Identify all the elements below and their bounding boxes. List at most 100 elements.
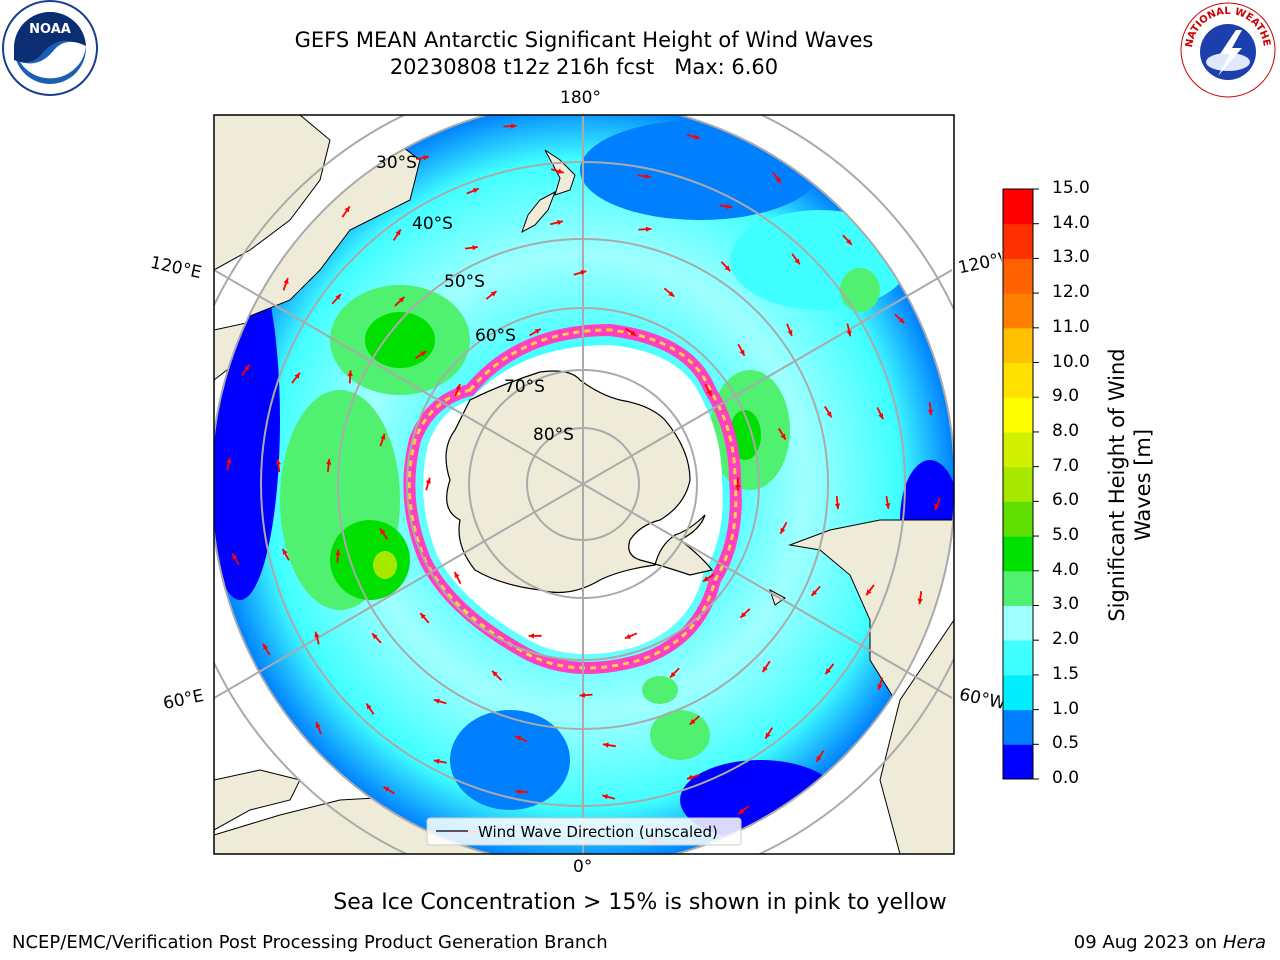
wind-wave-arrow-head bbox=[282, 548, 288, 555]
lat-label-60s: 60°S bbox=[475, 326, 516, 346]
wind-wave-arrow-head bbox=[726, 204, 733, 210]
wind-wave-arrow-head bbox=[492, 670, 498, 677]
wind-wave-arrow-head bbox=[472, 245, 478, 251]
wind-wave-arrow-head bbox=[834, 503, 841, 510]
wind-wave-arrow-head bbox=[825, 668, 831, 675]
wind-wave-arrow-head bbox=[738, 808, 745, 815]
wind-wave-arrow-head bbox=[433, 758, 440, 764]
colorbar-tick-label: 5.0 bbox=[1052, 525, 1080, 546]
colorbar-title-line2: Waves [m] bbox=[1131, 428, 1155, 542]
map-frame bbox=[213, 114, 955, 855]
new-zealand-south bbox=[521, 190, 556, 234]
wind-wave-arrow-head bbox=[580, 270, 587, 276]
lat-labels: 30°S 40°S 50°S 60°S 70°S 80°S bbox=[376, 153, 574, 445]
wind-wave-arrow-head bbox=[787, 329, 793, 336]
wind-wave-arrow-head bbox=[668, 291, 675, 297]
wind-wave-arrow-head bbox=[927, 409, 934, 416]
wind-wave-arrow-head bbox=[735, 485, 741, 491]
wind-wave-arrow-head bbox=[878, 413, 884, 420]
wind-wave-arrow-head bbox=[420, 351, 427, 357]
wind-wave-arrow-head bbox=[624, 633, 631, 639]
wind-wave-arrow-head bbox=[528, 633, 534, 639]
wind-wave-arrow-head bbox=[693, 134, 700, 140]
wind-wave-arrow-head bbox=[232, 553, 238, 560]
colorbar-swatch bbox=[1003, 709, 1033, 745]
noaa-logo-text: NOAA bbox=[29, 22, 71, 37]
wind-wave-arrow-head bbox=[515, 789, 521, 795]
wind-wave-arrow-head bbox=[885, 503, 891, 509]
wind-wave-arrow-head bbox=[395, 229, 401, 236]
colorbar-tick-label: 13.0 bbox=[1052, 247, 1090, 268]
wind-wave-arrow-head bbox=[294, 372, 300, 379]
wind-wave-arrow-head bbox=[794, 258, 800, 265]
colorbar-swatch bbox=[1003, 466, 1033, 502]
wind-wave-arrow-head bbox=[877, 684, 883, 690]
lat-label-70s: 70°S bbox=[504, 377, 545, 397]
colorbar-tick-label: 1.0 bbox=[1052, 698, 1080, 719]
colorbar-tick-label: 7.0 bbox=[1052, 455, 1080, 476]
wind-wave-arrow-head bbox=[557, 168, 564, 174]
wind-wave-arrow-head bbox=[762, 666, 768, 673]
colorbar bbox=[1002, 188, 1039, 780]
colorbar-tick-label: 3.0 bbox=[1052, 594, 1080, 615]
noaa-logo: NOAA bbox=[2, 0, 98, 96]
lon-label-0: 0° bbox=[573, 857, 593, 877]
colorbar-tick-label: 8.0 bbox=[1052, 420, 1080, 441]
colorbar-tick-label: 12.0 bbox=[1052, 282, 1090, 303]
chart-title-line1: GEFS MEAN Antarctic Significant Height o… bbox=[294, 28, 874, 52]
wind-wave-arrow-head bbox=[706, 389, 712, 396]
wind-wave-arrow-head bbox=[534, 328, 541, 334]
wind-wave-arrow-head bbox=[780, 527, 786, 534]
wind-wave-arrow-head bbox=[510, 123, 517, 129]
wind-wave-arrow-head bbox=[372, 633, 378, 640]
colorbar-tick-label: 9.0 bbox=[1052, 386, 1080, 407]
colorbar-tick-label: 0.5 bbox=[1052, 733, 1080, 754]
footer-organization: NCEP/EMC/Verification Post Processing Pr… bbox=[12, 932, 608, 953]
wind-wave-arrow-head bbox=[366, 703, 372, 710]
lat-label-30s: 30°S bbox=[376, 153, 417, 173]
wind-wave-arrow-head bbox=[314, 631, 320, 638]
wind-wave-arrow-head bbox=[335, 294, 341, 300]
wind-wave-arrow-head bbox=[433, 698, 440, 704]
wind-wave-arrow-head bbox=[739, 349, 745, 356]
graticule bbox=[214, 115, 954, 854]
colorbar-swatch bbox=[1003, 258, 1033, 294]
colorbar-swatch bbox=[1003, 640, 1033, 676]
footer-date-text: 09 Aug 2023 on bbox=[1073, 932, 1218, 953]
colorbar-swatch bbox=[1003, 605, 1033, 641]
wind-wave-arrow-head bbox=[670, 671, 676, 678]
colorbar-swatch bbox=[1003, 536, 1033, 572]
lat-label-50s: 50°S bbox=[444, 272, 485, 292]
wind-wave-arrow-head bbox=[420, 613, 426, 619]
wind-wave-arrow-head bbox=[579, 692, 586, 698]
lat-label-80s: 80°S bbox=[533, 425, 574, 445]
colorbar-tick-label: 0.0 bbox=[1052, 768, 1080, 788]
wind-wave-arrow-head bbox=[934, 504, 940, 510]
colorbar-swatch bbox=[1003, 744, 1033, 780]
wind-wave-arrow-head bbox=[689, 719, 696, 725]
wind-wave-arrow-head bbox=[515, 735, 522, 741]
lon-label-180: 180° bbox=[560, 88, 601, 108]
wind-wave-arrow-head bbox=[780, 433, 786, 440]
colorbar-swatch bbox=[1003, 431, 1033, 468]
colorbar-swatch bbox=[1003, 501, 1033, 537]
colorbar-title-line1: Significant Height of Wind bbox=[1105, 348, 1129, 622]
colorbar-swatch bbox=[1003, 327, 1033, 364]
wind-wave-arrow-head bbox=[687, 774, 693, 780]
colorbar-tick-label: 14.0 bbox=[1052, 212, 1090, 233]
footer-date: 09 Aug 2023 on Hera bbox=[1074, 932, 1266, 953]
colorbar-swatch bbox=[1003, 674, 1033, 711]
wind-wave-arrow-head bbox=[866, 589, 872, 596]
wind-wave-arrow-head bbox=[917, 598, 923, 605]
wind-wave-arrow-head bbox=[347, 370, 353, 376]
wind-wave-arrow-head bbox=[775, 177, 781, 183]
wind-wave-arrow-head bbox=[326, 458, 332, 465]
colorbar-tick-label: 10.0 bbox=[1052, 351, 1090, 372]
ocean-field bbox=[214, 115, 954, 854]
wind-wave-arrow-head bbox=[826, 411, 832, 418]
colorbar-swatch bbox=[1003, 223, 1033, 259]
wind-wave-arrow-head bbox=[380, 433, 386, 440]
wind-wave-arrow-head bbox=[490, 291, 497, 297]
wind-wave-arrow-head bbox=[703, 576, 709, 582]
lat-label-40s: 40°S bbox=[412, 214, 453, 234]
